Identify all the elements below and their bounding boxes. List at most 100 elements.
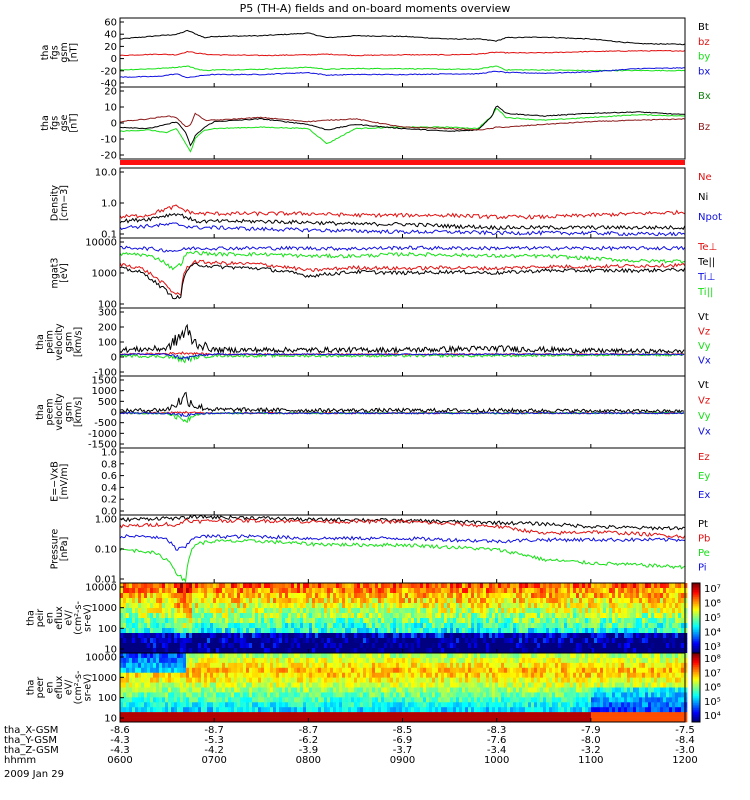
heatmap-cell <box>129 603 133 609</box>
heatmap-cell <box>249 692 253 698</box>
heatmap-cell <box>204 667 208 674</box>
heatmap-cell <box>486 687 490 693</box>
heatmap-cell <box>387 687 391 693</box>
heatmap-cell <box>402 648 406 654</box>
heatmap-cell <box>489 672 493 678</box>
heatmap-cell <box>150 643 154 649</box>
heatmap-cell <box>135 613 139 619</box>
heatmap-cell <box>462 682 466 688</box>
heatmap-cell <box>363 682 367 688</box>
heatmap-cell <box>486 598 490 604</box>
heatmap-cell <box>387 667 391 674</box>
heatmap-cell <box>162 588 166 594</box>
heatmap-cell <box>483 657 487 664</box>
heatmap-cell <box>270 667 274 674</box>
heatmap-cell <box>435 687 439 693</box>
heatmap-cell <box>132 653 136 659</box>
heatmap-cell <box>171 643 175 649</box>
heatmap-cell <box>291 643 295 649</box>
heatmap-cell <box>219 628 223 634</box>
heatmap-cell <box>651 613 655 619</box>
heatmap-cell <box>234 717 238 723</box>
heatmap-cell <box>642 603 646 609</box>
heatmap-cell <box>468 707 472 713</box>
heatmap-cell <box>444 648 448 654</box>
heatmap-cell <box>405 628 409 634</box>
heatmap-cell <box>621 633 625 639</box>
heatmap-cell <box>642 633 646 639</box>
heatmap-cell <box>153 648 157 654</box>
heatmap-cell <box>378 598 382 604</box>
heatmap-cell <box>660 628 664 634</box>
heatmap-cell <box>501 628 505 634</box>
heatmap-cell <box>456 707 460 713</box>
heatmap-cell <box>285 608 289 614</box>
heatmap-cell <box>279 613 283 619</box>
heatmap-cell <box>438 707 442 713</box>
heatmap-cell <box>144 687 148 693</box>
heatmap-cell <box>237 588 241 594</box>
heatmap-cell <box>201 707 205 713</box>
heatmap-cell <box>684 603 688 609</box>
heatmap-cell <box>120 613 124 619</box>
heatmap-cell <box>513 682 517 688</box>
legend-entry: Bt <box>698 22 709 33</box>
heatmap-cell <box>648 623 652 629</box>
heatmap-cell <box>249 667 253 674</box>
heatmap-cell <box>258 662 262 669</box>
heatmap-cell <box>171 588 175 594</box>
heatmap-cell <box>378 648 382 654</box>
heatmap-cell <box>354 648 358 654</box>
heatmap-cell <box>564 588 568 594</box>
heatmap-cell <box>582 613 586 619</box>
heatmap-cell <box>285 643 289 649</box>
heatmap-cell <box>501 702 505 708</box>
heatmap-cell <box>642 638 646 644</box>
heatmap-cell <box>213 653 217 659</box>
heatmap-cell <box>309 588 313 594</box>
heatmap-cell <box>348 672 352 678</box>
heatmap-cell <box>507 583 511 589</box>
heatmap-cell <box>354 588 358 594</box>
heatmap-cell <box>672 648 676 654</box>
heatmap-cell <box>261 638 265 644</box>
heatmap-cell <box>291 697 295 703</box>
heatmap-cell <box>648 608 652 614</box>
heatmap-cell <box>645 623 649 629</box>
heatmap-cell <box>585 603 589 609</box>
heatmap-cell <box>423 692 427 698</box>
heatmap-cell <box>420 583 424 589</box>
heatmap-cell <box>162 682 166 688</box>
heatmap-cell <box>303 672 307 678</box>
heatmap-cell <box>501 613 505 619</box>
heatmap-cell <box>168 598 172 604</box>
heatmap-cell <box>324 677 328 683</box>
heatmap-cell <box>171 717 175 723</box>
heatmap-cell <box>483 717 487 723</box>
heatmap-cell <box>450 657 454 664</box>
heatmap-cell <box>627 593 631 599</box>
heatmap-cell <box>171 623 175 629</box>
heatmap-cell <box>222 702 226 708</box>
heatmap-cell <box>429 682 433 688</box>
heatmap-cell <box>135 692 139 698</box>
heatmap-cell <box>375 648 379 654</box>
heatmap-cell <box>183 672 187 678</box>
heatmap-cell <box>132 692 136 698</box>
heatmap-cell <box>609 603 613 609</box>
heatmap-cell <box>372 692 376 698</box>
heatmap-cell <box>420 588 424 594</box>
heatmap-cell <box>606 593 610 599</box>
heatmap-cell <box>207 692 211 698</box>
heatmap-cell <box>210 588 214 594</box>
heatmap-cell <box>402 672 406 678</box>
heatmap-cell <box>177 643 181 649</box>
heatmap-cell <box>378 593 382 599</box>
heatmap-cell <box>291 618 295 624</box>
heatmap-cell <box>591 633 595 639</box>
panel-frame <box>119 17 686 88</box>
heatmap-cell <box>432 687 436 693</box>
heatmap-cell <box>474 692 478 698</box>
heatmap-cell <box>156 583 160 589</box>
heatmap-cell <box>300 598 304 604</box>
